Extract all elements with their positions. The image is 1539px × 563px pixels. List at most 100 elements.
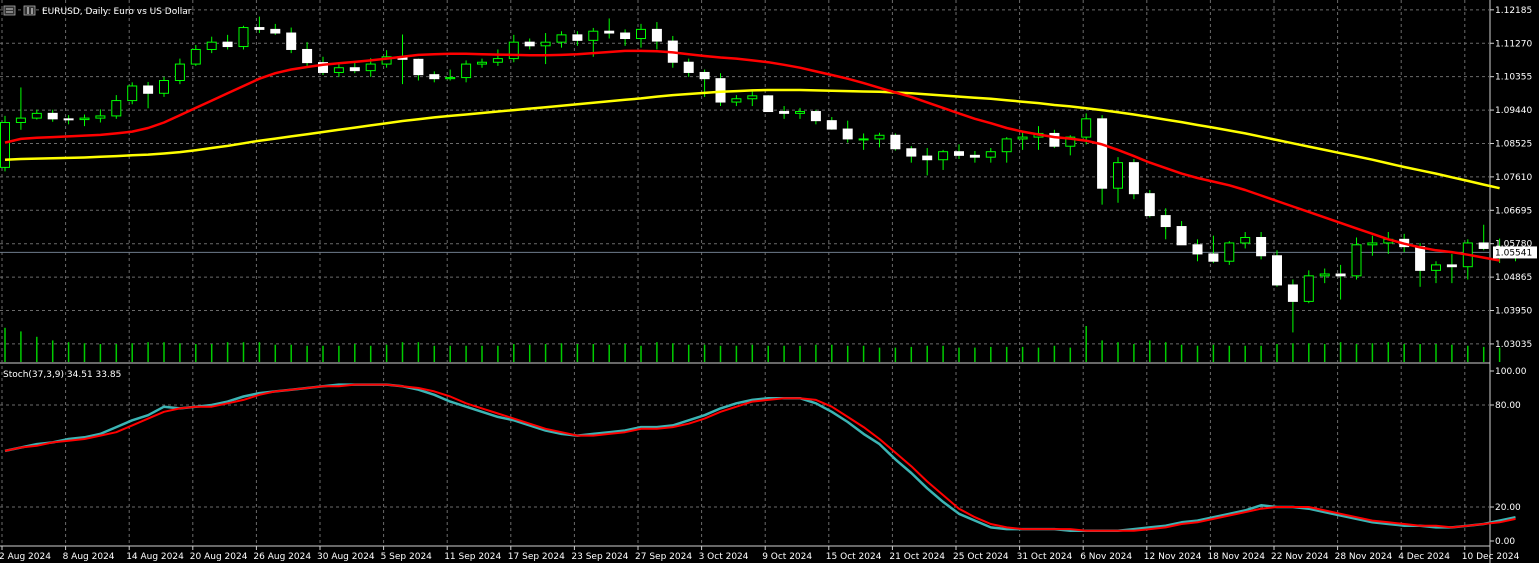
- chart-menu-icon[interactable]: [3, 5, 16, 16]
- candle-body: [1367, 242, 1378, 246]
- candle-body: [906, 148, 917, 157]
- candle: [731, 95, 742, 107]
- candle: [1144, 190, 1155, 218]
- candle: [747, 91, 758, 107]
- candle: [1160, 208, 1171, 240]
- stoch-axis-label: 100.00: [1495, 367, 1527, 377]
- candle-body: [1160, 215, 1171, 228]
- candle: [1097, 115, 1108, 205]
- candle-body: [79, 117, 90, 121]
- candle: [1049, 129, 1060, 149]
- candle: [1415, 242, 1426, 287]
- time-label: 3 Oct 2024: [699, 552, 749, 562]
- candle-body: [636, 28, 646, 40]
- candle-body: [95, 115, 106, 119]
- candle: [508, 34, 519, 63]
- time-label: 27 Sep 2024: [635, 552, 692, 562]
- candle: [604, 18, 615, 39]
- candle: [874, 132, 885, 148]
- candle: [810, 109, 821, 125]
- candle: [111, 95, 122, 119]
- candle-body: [508, 41, 519, 60]
- candle-body: [731, 98, 742, 103]
- candle: [1208, 235, 1219, 264]
- candle-body: [349, 67, 360, 72]
- time-label: 21 Oct 2024: [889, 552, 945, 562]
- candle: [540, 33, 551, 65]
- price-label: 1.03035: [1495, 340, 1532, 350]
- candle-body: [810, 111, 821, 122]
- candle-body: [222, 41, 233, 48]
- candle: [206, 36, 217, 54]
- time-label: 11 Sep 2024: [444, 552, 501, 562]
- price-label: 1.12185: [1495, 6, 1532, 16]
- candle: [1287, 279, 1298, 333]
- time-label: 22 Nov 2024: [1271, 552, 1329, 562]
- candle-body: [1478, 242, 1489, 249]
- time-label: 8 Aug 2024: [63, 552, 115, 562]
- candle-body: [985, 151, 996, 158]
- ma-fast-line: [4, 49, 1500, 262]
- candle-body: [302, 48, 313, 64]
- candle: [954, 144, 964, 159]
- candle-body: [1065, 136, 1076, 147]
- candle-body: [954, 151, 964, 156]
- candle: [0, 115, 10, 172]
- candlesticks: [0, 16, 1521, 333]
- candle-body: [604, 30, 615, 34]
- candle-body: [1446, 264, 1457, 268]
- candle: [1033, 126, 1044, 150]
- candle-type-icon[interactable]: [23, 5, 36, 16]
- time-label: 12 Nov 2024: [1144, 552, 1202, 562]
- candle: [270, 23, 281, 35]
- time-label: 10 Dec 2024: [1462, 552, 1520, 562]
- candle-body: [1192, 244, 1203, 255]
- candle-body: [270, 28, 281, 34]
- candle-body: [779, 111, 790, 114]
- candle-body: [969, 154, 980, 158]
- candle-body: [429, 74, 440, 80]
- candle: [95, 109, 106, 123]
- candle-body: [1208, 253, 1219, 262]
- candle: [1478, 224, 1489, 251]
- candle: [715, 73, 726, 107]
- candle: [1240, 232, 1251, 249]
- volume-bars: [4, 326, 1501, 362]
- candle: [938, 149, 949, 170]
- price-label: 1.03950: [1495, 307, 1532, 317]
- candle: [1081, 113, 1092, 145]
- candle-body: [540, 41, 551, 47]
- candle-body: [795, 111, 805, 114]
- stoch-axis-label: 20.00: [1495, 503, 1521, 513]
- candle-body: [1240, 236, 1251, 244]
- candle: [79, 114, 90, 127]
- candle: [127, 82, 138, 105]
- candle-body: [588, 30, 599, 41]
- candle-body: [206, 41, 217, 50]
- candle: [1335, 264, 1346, 300]
- candle-body: [524, 41, 535, 47]
- candle: [63, 115, 74, 125]
- candle-body: [826, 120, 837, 130]
- time-label: 18 Nov 2024: [1207, 552, 1265, 562]
- candle: [858, 133, 869, 150]
- candle-body: [461, 63, 472, 79]
- candle: [826, 117, 837, 130]
- current-price-box: [1493, 246, 1537, 259]
- candle-body: [1113, 162, 1123, 189]
- candle-body: [572, 34, 583, 41]
- stoch-main-line: [4, 383, 1516, 533]
- candle-body: [47, 112, 58, 120]
- time-label: 30 Aug 2024: [317, 552, 375, 562]
- candle: [620, 29, 631, 46]
- candle-body: [286, 32, 297, 50]
- candle: [1462, 239, 1473, 280]
- candle: [1303, 270, 1314, 304]
- candle: [445, 69, 456, 81]
- candle-body: [1224, 242, 1235, 262]
- price-label: 1.05780: [1495, 240, 1532, 250]
- candle-body: [477, 61, 487, 65]
- candle-body: [174, 63, 185, 81]
- candle-body: [63, 118, 74, 121]
